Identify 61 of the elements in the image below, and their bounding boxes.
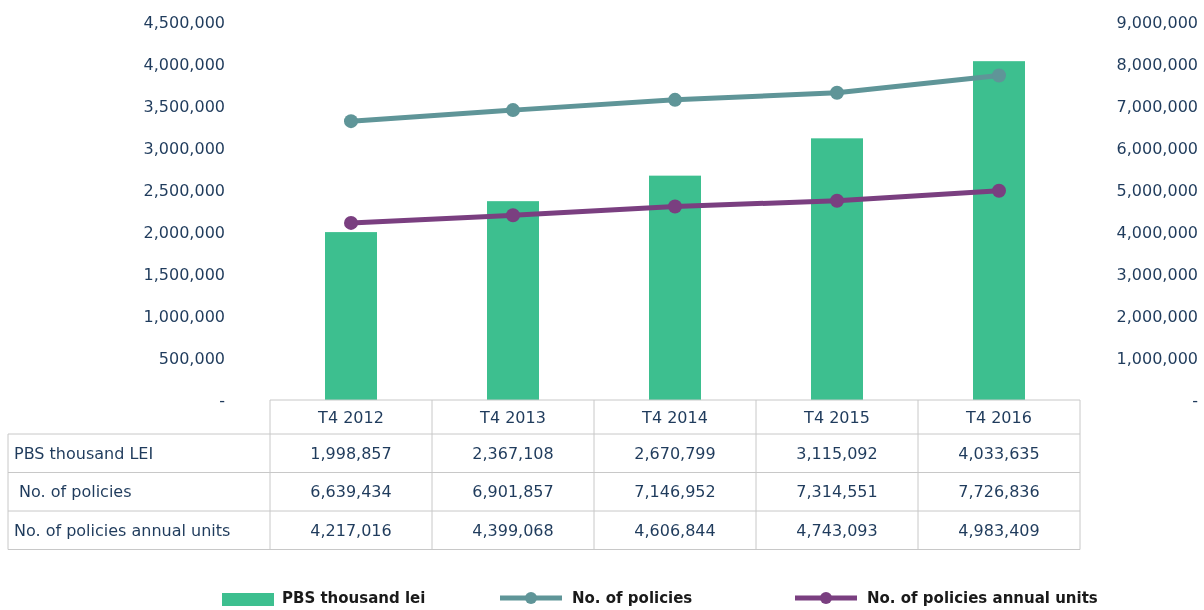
point	[344, 215, 358, 230]
x-tick-label: T4 2012	[317, 407, 384, 427]
y2-tick-label: 9,000,000	[1116, 12, 1198, 32]
y-tick-label: 500,000	[158, 348, 225, 368]
bar	[325, 232, 377, 400]
data-label: 6,901,857	[472, 482, 554, 502]
point	[506, 103, 520, 118]
text: No. of policies annual units	[14, 520, 231, 540]
data-label: 4,217,016	[310, 520, 392, 540]
text: No. of policies	[14, 482, 132, 502]
bar	[649, 175, 701, 400]
y-tick-label: 3,000,000	[143, 138, 225, 158]
point	[830, 85, 844, 100]
data-label: 7,146,952	[634, 482, 716, 502]
y-tick-label: -	[219, 390, 225, 410]
data-label: 1,998,857	[310, 443, 392, 463]
point	[668, 199, 682, 214]
y-tick-label: 1,000,000	[143, 306, 225, 326]
data-label: 4,033,635	[958, 443, 1040, 463]
y2-tick-label: 8,000,000	[1116, 54, 1198, 74]
point	[506, 208, 520, 223]
text: PBS thousand LEI	[14, 443, 154, 463]
y2-tick-label: 6,000,000	[1116, 138, 1198, 158]
data-label: 4,743,093	[796, 520, 878, 540]
y2-tick-label: -	[1192, 390, 1198, 410]
x-tick-label: T4 2013	[479, 407, 546, 427]
data-label: 3,115,092	[796, 443, 878, 463]
data-label: 4,606,844	[634, 520, 716, 540]
x-tick-label: T4 2016	[965, 407, 1032, 427]
y2-tick-label: 5,000,000	[1116, 180, 1198, 200]
data-label: 7,314,551	[796, 482, 878, 502]
data-label: 2,367,108	[472, 443, 554, 463]
data-label: 4,399,068	[472, 520, 554, 540]
data-label: 6,639,434	[310, 482, 392, 502]
x-tick-label: T4 2014	[641, 407, 708, 427]
y-tick-label: 2,000,000	[143, 222, 225, 242]
bar	[973, 61, 1025, 400]
y-tick-label: 2,500,000	[143, 180, 225, 200]
point	[668, 92, 682, 107]
y2-tick-label: 3,000,000	[1116, 264, 1198, 284]
x-tick-label: T4 2015	[803, 407, 870, 427]
y2-tick-label: 4,000,000	[1116, 222, 1198, 242]
legend-label: No. of policies	[572, 589, 693, 608]
legend-label: PBS thousand lei	[282, 589, 426, 608]
y-tick-label: 4,500,000	[143, 12, 225, 32]
data-label: 4,983,409	[958, 520, 1040, 540]
bar	[811, 138, 863, 400]
y2-tick-label: 1,000,000	[1116, 348, 1198, 368]
y-tick-label: 1,500,000	[143, 264, 225, 284]
legend-label: No. of policies annual units	[867, 589, 1098, 608]
data-label: 2,670,799	[634, 443, 716, 463]
bar	[487, 201, 539, 400]
point	[992, 68, 1006, 83]
y2-tick-label: 7,000,000	[1116, 96, 1198, 116]
point	[992, 183, 1006, 198]
y-tick-label: 3,500,000	[143, 96, 225, 116]
point	[830, 193, 844, 208]
data-label: 7,726,836	[958, 482, 1040, 502]
point	[344, 114, 358, 129]
y2-tick-label: 2,000,000	[1116, 306, 1198, 326]
y-tick-label: 4,000,000	[143, 54, 225, 74]
